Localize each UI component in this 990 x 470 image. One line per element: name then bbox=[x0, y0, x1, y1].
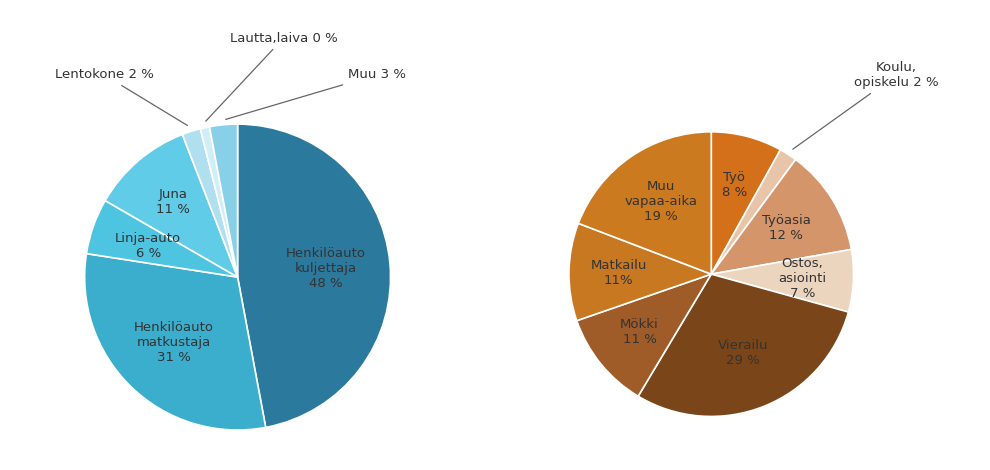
Text: Linja-auto
6 %: Linja-auto 6 % bbox=[115, 232, 181, 259]
Text: Mökki
11 %: Mökki 11 % bbox=[620, 319, 658, 346]
Text: Matkailu
11%: Matkailu 11% bbox=[591, 258, 646, 287]
Wedge shape bbox=[711, 132, 780, 274]
Wedge shape bbox=[711, 250, 853, 312]
Wedge shape bbox=[238, 124, 390, 427]
Text: Henkilöauto
kuljettaja
48 %: Henkilöauto kuljettaja 48 % bbox=[286, 247, 366, 290]
Text: Ostos,
asiointi
7 %: Ostos, asiointi 7 % bbox=[778, 257, 827, 300]
Wedge shape bbox=[210, 124, 238, 277]
Wedge shape bbox=[569, 223, 711, 321]
Text: Muu
vapaa-aika
19 %: Muu vapaa-aika 19 % bbox=[625, 180, 698, 223]
Wedge shape bbox=[639, 274, 848, 416]
Wedge shape bbox=[182, 129, 238, 277]
Wedge shape bbox=[711, 159, 851, 274]
Text: Työ
8 %: Työ 8 % bbox=[722, 171, 747, 199]
Text: Lentokone 2 %: Lentokone 2 % bbox=[54, 68, 187, 125]
Wedge shape bbox=[577, 274, 711, 396]
Wedge shape bbox=[711, 150, 796, 274]
Wedge shape bbox=[105, 134, 238, 277]
Wedge shape bbox=[85, 254, 265, 430]
Text: Lautta,laiva 0 %: Lautta,laiva 0 % bbox=[206, 31, 338, 121]
Text: Työasia
12 %: Työasia 12 % bbox=[761, 214, 811, 242]
Wedge shape bbox=[578, 132, 711, 274]
Wedge shape bbox=[86, 201, 238, 277]
Text: Vierailu
29 %: Vierailu 29 % bbox=[718, 339, 768, 368]
Text: Henkilöauto
matkustaja
31 %: Henkilöauto matkustaja 31 % bbox=[134, 321, 214, 364]
Text: Juna
11 %: Juna 11 % bbox=[156, 188, 190, 216]
Text: Koulu,
opiskelu 2 %: Koulu, opiskelu 2 % bbox=[793, 61, 939, 149]
Text: Muu 3 %: Muu 3 % bbox=[226, 68, 406, 119]
Wedge shape bbox=[200, 127, 238, 277]
